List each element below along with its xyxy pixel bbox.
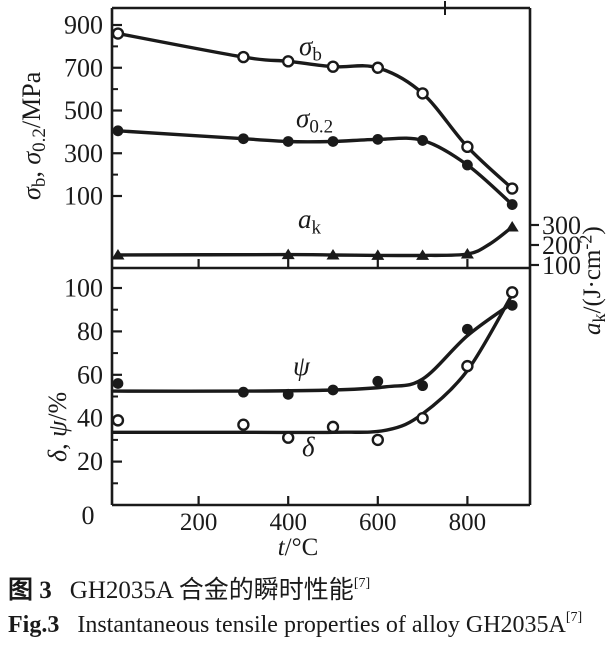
data-point-marker	[281, 248, 295, 260]
y-right-tick-label: 100	[542, 251, 581, 280]
x-tick-label: 200	[180, 509, 218, 536]
series-curve	[116, 129, 514, 207]
y-left-tick-label: 40	[77, 404, 103, 433]
data-point-marker	[371, 249, 385, 260]
data-point-marker	[237, 50, 250, 64]
data-point-marker	[506, 182, 519, 195]
data-point-marker	[282, 388, 294, 400]
caption-zh-label: 图 3	[8, 577, 52, 604]
data-point-marker	[462, 323, 473, 335]
series-label-psi: ψ	[293, 351, 311, 381]
data-point-marker	[327, 136, 339, 147]
series-label-a-k: ak	[298, 204, 322, 238]
y-left-tick-label: 100	[64, 274, 103, 303]
data-point-marker	[237, 418, 250, 431]
y-left-tick-label: 100	[64, 182, 103, 211]
y-left-tick-label: 80	[77, 317, 103, 346]
data-point-marker	[111, 414, 125, 427]
series-label-delta: δ	[302, 432, 315, 462]
y-left-axis-title-bottom: δ, ψ/%	[43, 392, 72, 462]
data-point-marker	[372, 375, 384, 387]
data-point-marker	[505, 221, 519, 232]
caption-en-label: Fig.3	[8, 612, 60, 638]
data-point-marker	[326, 249, 340, 260]
caption-zh-text: GH2035A 合金的瞬时性能	[69, 577, 354, 604]
data-point-marker	[238, 386, 249, 398]
data-point-marker	[327, 384, 339, 396]
caption-zh: 图 3 GH2035A 合金的瞬时性能[7]	[8, 570, 370, 606]
series-sigma-02: σ0.2	[112, 103, 518, 210]
series-psi: ψ	[111, 299, 518, 400]
y-left-axis-title-top: σb, σ0.2/MPa	[17, 71, 50, 200]
data-point-marker	[238, 133, 249, 145]
caption-en-ref: [7]	[565, 610, 583, 625]
top-panel: σb σ0.2 ak	[111, 27, 519, 260]
series-label-sigma-02: σ0.2	[296, 103, 333, 137]
data-point-marker	[462, 159, 473, 171]
data-point-marker	[282, 136, 294, 147]
y-left-tick-label: 60	[77, 360, 103, 389]
series-delta: δ	[111, 286, 519, 462]
x-tick-label: 0	[82, 501, 95, 530]
y-left-tick-label: 20	[77, 447, 103, 476]
series-label-sigma-b: σb	[299, 31, 322, 65]
data-point-marker	[326, 420, 340, 434]
data-point-marker	[112, 125, 124, 137]
data-point-marker	[416, 87, 429, 100]
x-tick-label: 600	[359, 509, 397, 536]
x-axis-title: t/°C	[278, 534, 319, 561]
data-point-marker	[416, 249, 430, 260]
series-curve	[116, 225, 514, 258]
plot-frame	[110, 1, 532, 507]
data-point-marker	[461, 359, 474, 373]
y-right-tick-label: 200	[542, 231, 581, 260]
bottom-panel: ψδ	[111, 286, 519, 462]
caption-zh-ref: [7]	[353, 575, 371, 591]
y-left-tick-label: 500	[64, 96, 103, 125]
series-a-k: ak	[111, 204, 519, 260]
caption-en: Fig.3 Instantaneous tensile properties of…	[8, 610, 583, 639]
data-point-marker	[417, 135, 428, 146]
data-point-marker	[282, 55, 295, 68]
data-point-marker	[326, 60, 340, 73]
data-point-marker	[460, 248, 474, 259]
data-point-marker	[417, 380, 428, 392]
data-point-marker	[112, 378, 124, 389]
data-point-marker	[506, 199, 518, 210]
y-right-tick-label: 300	[542, 211, 581, 240]
data-point-marker	[416, 412, 429, 425]
series-curve	[111, 301, 514, 393]
caption-en-text: Instantaneous tensile properties of allo…	[77, 612, 566, 638]
data-point-marker	[111, 27, 125, 40]
data-point-marker	[506, 286, 519, 299]
data-point-marker	[371, 61, 384, 74]
series-sigma-b: σb	[111, 27, 519, 195]
axis-titles: σb, σ0.2/MPa ak/(J·cm-2) δ, ψ/% t/°C	[17, 71, 609, 561]
data-point-marker	[372, 133, 384, 145]
data-point-marker	[461, 140, 474, 154]
y-left-tick-label: 900	[64, 11, 103, 40]
x-tick-label: 800	[449, 509, 487, 536]
data-point-marker	[111, 249, 125, 260]
y-left-tick-label: 700	[64, 53, 103, 82]
data-point-marker	[371, 433, 384, 447]
data-point-marker	[282, 431, 295, 444]
y-right-axis-title: ak/(J·cm-2)	[576, 226, 609, 335]
series-curve	[111, 292, 514, 435]
x-tick-label: 400	[269, 509, 307, 536]
y-left-tick-label: 300	[64, 139, 103, 168]
